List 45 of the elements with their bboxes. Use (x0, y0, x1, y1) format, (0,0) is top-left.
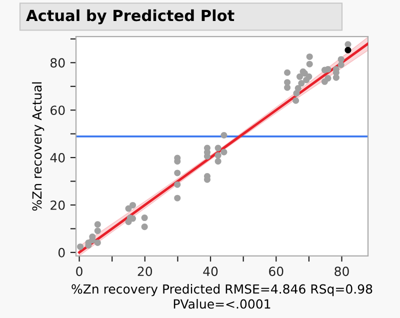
point (174, 170, 181, 176)
x-tick-label: 20 (138, 266, 152, 276)
x-tick-label: 60 (269, 266, 284, 276)
point (338, 62, 344, 68)
y-tick-label: 80 (50, 58, 65, 68)
point (332, 74, 340, 81)
point (94, 228, 101, 234)
y-tick-label: 40 (50, 153, 65, 162)
y-tick-label: 0 (58, 248, 65, 258)
point (298, 80, 305, 87)
point (204, 153, 210, 160)
point (174, 181, 181, 188)
point (344, 46, 352, 54)
point (141, 214, 148, 222)
point (94, 239, 101, 246)
point (324, 66, 332, 73)
point (294, 85, 302, 92)
x-axis-title: %Zn recovery Predicted RMSE=4.846 RSq=0.98 PValue=<.0001 (72, 284, 372, 309)
point (306, 73, 312, 80)
point (306, 60, 313, 68)
point (344, 41, 352, 48)
point (306, 53, 313, 60)
point (174, 194, 181, 202)
y-tick-label: 60 (50, 106, 65, 116)
point (284, 84, 291, 91)
point (77, 243, 84, 250)
x-tick-label: 80 (334, 266, 349, 276)
point (338, 56, 344, 63)
point (130, 202, 136, 208)
point (296, 73, 304, 80)
x-tick-label: 40 (203, 266, 218, 276)
x-tick-label: 0 (76, 266, 82, 276)
point (214, 152, 222, 159)
point (94, 221, 101, 228)
point (292, 97, 300, 104)
point (220, 148, 228, 156)
y-axis-title: %Zn recovery Actual (32, 82, 44, 211)
point (220, 132, 228, 139)
point (141, 224, 148, 230)
point (284, 69, 291, 76)
point (214, 158, 222, 165)
point (214, 144, 222, 152)
chart-title: Actual by Predicted Plot (26, 9, 234, 24)
y-tick-label: 20 (50, 200, 65, 210)
point (324, 75, 332, 82)
